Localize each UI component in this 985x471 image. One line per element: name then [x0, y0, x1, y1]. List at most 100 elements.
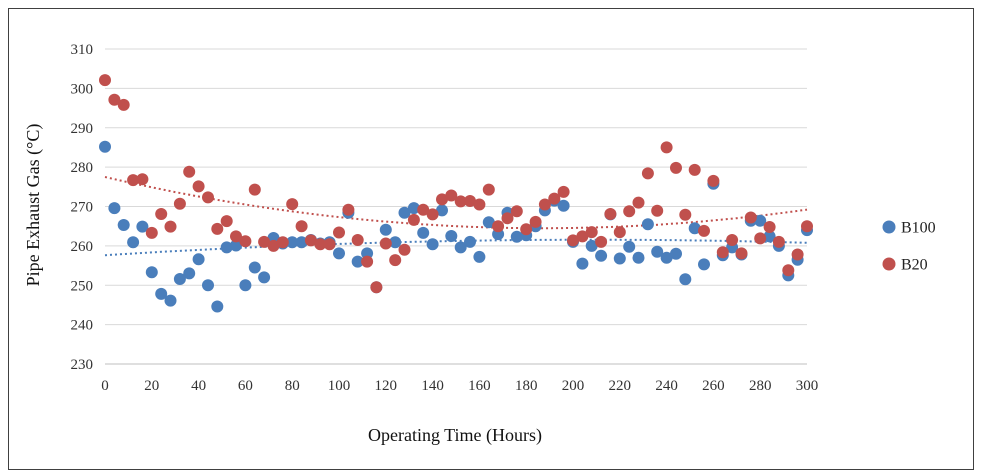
- x-tick-label: 20: [144, 378, 159, 394]
- point-b20: [744, 211, 757, 224]
- point-b20: [641, 167, 654, 180]
- x-tick-label: 260: [702, 378, 725, 394]
- x-tick-label: 280: [749, 378, 772, 394]
- point-b20: [482, 183, 495, 196]
- point-b100: [482, 216, 495, 229]
- point-b20: [670, 161, 682, 174]
- point-b20: [726, 234, 739, 246]
- point-b20: [445, 189, 458, 202]
- point-b100: [220, 241, 233, 254]
- point-b20: [595, 235, 608, 248]
- trendline-b100: [104, 238, 808, 257]
- y-tick-label: 310: [71, 42, 94, 58]
- point-b100: [183, 267, 196, 280]
- point-b20: [136, 173, 149, 186]
- y-tick-label: 290: [71, 121, 94, 137]
- point-b20: [323, 238, 336, 251]
- x-tick-label: 120: [375, 378, 398, 394]
- point-b20: [679, 208, 692, 221]
- point-b100: [248, 261, 261, 274]
- point-b20: [117, 98, 130, 111]
- y-tick-label: 260: [71, 239, 94, 255]
- point-b100: [407, 202, 420, 215]
- legend-label-b100: B100: [901, 220, 936, 237]
- point-b20: [538, 198, 551, 211]
- point-b20: [108, 93, 121, 106]
- point-b20: [417, 203, 430, 216]
- point-b20: [304, 234, 317, 247]
- scatter-chart: 230 240 250 260 270 280 290 300 310 0 20 40 60 80 100…: [23, 42, 936, 446]
- point-b100: [286, 236, 299, 249]
- point-b100: [351, 255, 364, 268]
- point-b100: [623, 240, 636, 253]
- point-b100: [136, 220, 149, 233]
- point-b20: [379, 237, 392, 250]
- point-b20: [735, 247, 748, 260]
- point-b20: [801, 220, 813, 233]
- point-b100: [763, 230, 776, 243]
- x-tick-label: 220: [609, 378, 632, 394]
- point-b20: [632, 196, 645, 209]
- point-b20: [698, 224, 710, 237]
- point-b20: [576, 230, 589, 243]
- legend-label-b20: B20: [901, 257, 928, 274]
- point-b100: [510, 230, 523, 243]
- point-b100: [754, 214, 767, 227]
- point-b20: [426, 208, 439, 221]
- point-b20: [361, 255, 374, 268]
- point-b20: [501, 212, 514, 225]
- point-b20: [473, 198, 486, 211]
- point-b100: [295, 236, 308, 249]
- chart-frame: 230 240 250 260 270 280 290 300 310 0 20 40 60 80 100…: [8, 8, 974, 470]
- x-tick-label: 160: [468, 378, 491, 394]
- point-b20: [370, 281, 383, 294]
- point-b20: [407, 213, 420, 226]
- point-b20: [127, 174, 140, 187]
- point-b100: [164, 294, 177, 307]
- point-b20: [548, 192, 561, 205]
- point-b100: [585, 239, 598, 252]
- point-b100: [389, 236, 402, 249]
- legend-marker-b100: [882, 220, 896, 234]
- point-b20: [389, 254, 402, 267]
- point-b20: [520, 223, 533, 236]
- point-b100: [333, 247, 345, 260]
- y-tick-label: 280: [71, 160, 94, 176]
- y-tick-label: 250: [71, 278, 94, 294]
- point-b100: [99, 140, 111, 153]
- point-b20: [492, 220, 505, 233]
- point-b100: [173, 273, 186, 285]
- x-tick-label: 40: [191, 378, 206, 394]
- point-b100: [127, 236, 140, 249]
- x-tick-label: 140: [421, 378, 444, 394]
- point-b100: [670, 247, 682, 260]
- point-b20: [211, 222, 224, 235]
- point-b100: [651, 245, 664, 258]
- point-b20: [557, 185, 570, 198]
- point-b100: [117, 219, 130, 231]
- point-b20: [651, 204, 664, 217]
- point-b100: [361, 247, 374, 260]
- point-b20: [239, 235, 252, 248]
- point-b100: [595, 249, 608, 262]
- point-b20: [464, 195, 476, 207]
- point-b20: [585, 226, 598, 239]
- point-b100: [557, 199, 570, 212]
- y-tick-label: 240: [71, 318, 94, 334]
- x-tick-label: 80: [285, 378, 300, 394]
- point-b100: [698, 258, 710, 271]
- point-b20: [295, 220, 308, 233]
- point-b100: [660, 251, 673, 264]
- point-b20: [716, 246, 729, 259]
- point-b20: [155, 208, 168, 220]
- point-b20: [314, 238, 327, 251]
- point-b20: [342, 203, 355, 216]
- point-b20: [772, 235, 785, 248]
- point-b20: [99, 74, 111, 87]
- point-b100: [192, 253, 205, 266]
- x-tick-label: 240: [655, 378, 678, 394]
- y-tick-label: 270: [71, 200, 94, 216]
- point-b20: [454, 195, 467, 208]
- point-b100: [688, 222, 701, 235]
- point-b20: [782, 264, 795, 277]
